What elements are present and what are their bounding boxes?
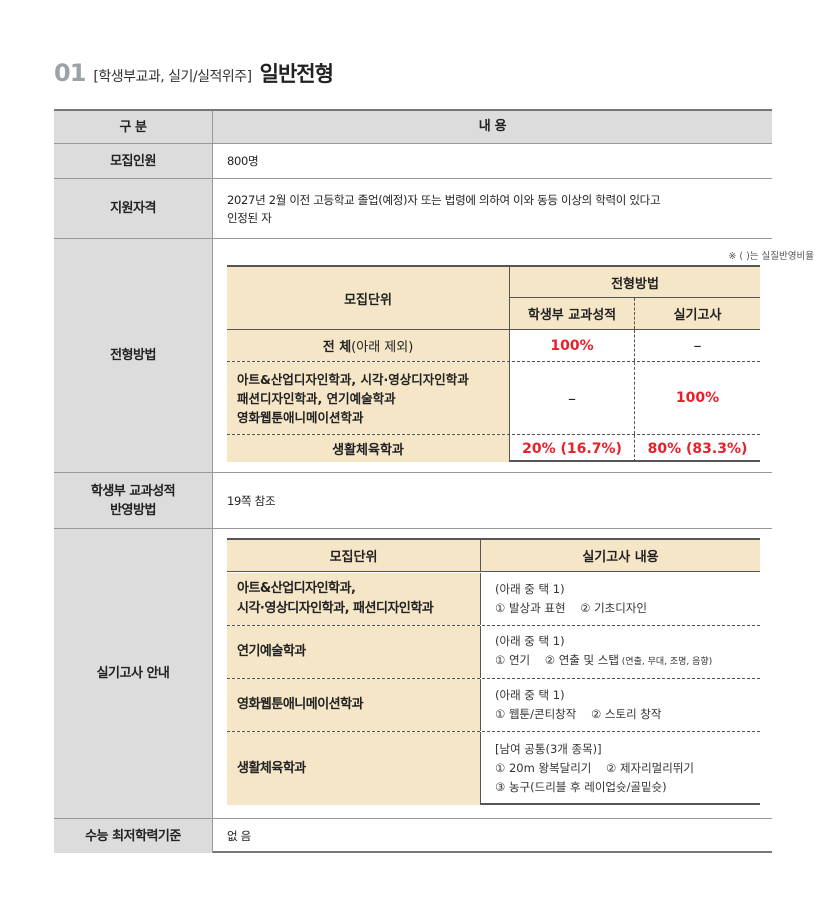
text-line: 아트&산업디자인학과, 시각·영상디자인학과 — [237, 371, 469, 387]
row-csat: 수능 최저학력기준 없 음 — [54, 819, 772, 853]
section-subtitle: [학생부교과, 실기/실적위주] — [93, 69, 252, 85]
row-label: 모집인원 — [54, 144, 213, 178]
text-line: 반영방법 — [110, 502, 156, 518]
text-line: (아래 중 택 1) — [495, 582, 565, 596]
th-method: 전형방법 — [510, 267, 760, 298]
unit-bold: 전 체 — [322, 340, 352, 355]
ratio-note: ※ ( )는 실질반영비율 — [728, 251, 814, 262]
practical-table: 모집단위 실기고사 내용 아트&산업디자인학과, 시각·영상디자인학과, 패션디자… — [227, 538, 760, 805]
row-qualification: 지원자격 2027년 2월 이전 고등학교 졸업(예정)자 또는 법령에 의하여… — [54, 179, 772, 239]
practical-unit: 영화웹툰애니메이션학과 — [227, 679, 481, 731]
header-category: 구 분 — [54, 111, 213, 143]
row-value: 2027년 2월 이전 고등학교 졸업(예정)자 또는 법령에 의하여 이와 동… — [213, 179, 772, 238]
row-label: 전형방법 — [54, 239, 213, 472]
row-label: 수능 최저학력기준 — [54, 819, 213, 853]
text-line: 패션디자인학과, 연기예술학과 — [237, 390, 396, 406]
section-number: 01 — [54, 59, 86, 87]
text-line: ③ 농구(드리블 후 레이업슛/골밑슛) — [495, 780, 667, 794]
row-divider — [227, 678, 760, 679]
text-line: 영화웹툰애니메이션학과 — [237, 409, 364, 425]
row-method: 전형방법 — [54, 239, 772, 473]
unit-rest: (아래 제외) — [351, 340, 414, 355]
row-label: 학생부 교과성적 반영방법 — [54, 473, 213, 528]
practical-content: (아래 중 택 1) ① 연기 ② 연출 및 스탭 (연출, 무대, 조명, 음향… — [481, 626, 760, 678]
practical-value: – — [693, 336, 702, 355]
row-divider — [227, 731, 760, 732]
text-line: ① 발상과 표현 ② 기초디자인 — [495, 601, 648, 615]
row-grade-method: 학생부 교과성적 반영방법 19쪽 참조 — [54, 473, 772, 529]
text-line: ① 연기 ② 연출 및 스탭 — [495, 653, 619, 667]
practical-unit: 생활체육학과 — [227, 732, 481, 805]
text-line: 2027년 2월 이전 고등학교 졸업(예정)자 또는 법령에 의하여 이와 동… — [227, 192, 661, 207]
grade-value: 20% (16.7%) — [510, 435, 635, 462]
text-line: 영화웹툰애니메이션학과 — [237, 697, 364, 712]
text-line: 연기예술학과 — [237, 644, 306, 659]
row-label: 지원자격 — [54, 179, 213, 238]
practical-unit: 연기예술학과 — [227, 626, 481, 678]
row-value: 없 음 — [227, 829, 251, 843]
text-line: 인정된 자 — [227, 210, 272, 225]
table-header: 구 분 내 용 — [54, 111, 772, 144]
th-content: 실기고사 내용 — [481, 540, 760, 572]
th-practical: 실기고사 — [635, 298, 760, 329]
text-line: [남여 공통(3개 종목)] — [495, 742, 602, 756]
text-line: 시각·영상디자인학과, 패션디자인학과 — [237, 601, 434, 616]
th-unit: 모집단위 — [227, 267, 510, 329]
grade-value: 100% — [510, 330, 635, 361]
text-line: (아래 중 택 1) — [495, 688, 565, 702]
th-grade: 학생부 교과성적 — [510, 298, 635, 329]
practical-content: (아래 중 택 1) ① 웹툰/콘티창작 ② 스토리 창작 — [481, 679, 760, 731]
unit-arts: 아트&산업디자인학과, 시각·영상디자인학과 패션디자인학과, 연기예술학과 영… — [227, 362, 510, 434]
text-line: 아트&산업디자인학과, — [237, 581, 356, 596]
admission-table: 구 분 내 용 모집인원 800명 지원자격 2027년 2월 이전 고등학교 … — [54, 109, 772, 853]
practical-value: 100% — [675, 390, 720, 406]
practical-value: 80% (83.3%) — [647, 440, 748, 457]
small-note: (연출, 무대, 조명, 음향) — [618, 657, 713, 667]
text-line: ① 20m 왕복달리기 ② 제자리멀리뛰기 — [495, 761, 695, 775]
practical-content: (아래 중 택 1) ① 발상과 표현 ② 기초디자인 — [481, 573, 760, 625]
text-line: 학생부 교과성적 — [90, 483, 176, 499]
practical-unit: 아트&산업디자인학과, 시각·영상디자인학과, 패션디자인학과 — [227, 573, 481, 625]
practical-content: [남여 공통(3개 종목)] ① 20m 왕복달리기 ② 제자리멀리뛰기 ③ 농구(… — [481, 732, 760, 805]
text-line: (아래 중 택 1) — [495, 634, 565, 648]
th-unit: 모집단위 — [227, 540, 481, 572]
row-divider — [227, 625, 760, 626]
row-value: 800명 — [227, 154, 259, 168]
grade-value: – — [510, 362, 635, 434]
unit-sports: 생활체육학과 — [227, 435, 510, 462]
text-line: 생활체육학과 — [237, 760, 306, 776]
section-title: 01 [학생부교과, 실기/실적위주] 일반전형 — [54, 58, 334, 88]
method-table: 모집단위 전형방법 학생부 교과성적 실기고사 전 체 (아래 제외) 100%… — [227, 265, 760, 462]
text-line: ① 웹툰/콘티창작 ② 스토리 창작 — [495, 707, 662, 721]
unit-all: 전 체 (아래 제외) — [227, 330, 510, 361]
section-heading: 일반전형 — [259, 62, 334, 86]
row-label: 실기고사 안내 — [54, 529, 213, 818]
row-value: 19쪽 참조 — [227, 493, 276, 508]
header-content: 내 용 — [213, 111, 772, 143]
row-recruit: 모집인원 800명 — [54, 144, 772, 179]
row-practical: 실기고사 안내 — [54, 529, 772, 819]
